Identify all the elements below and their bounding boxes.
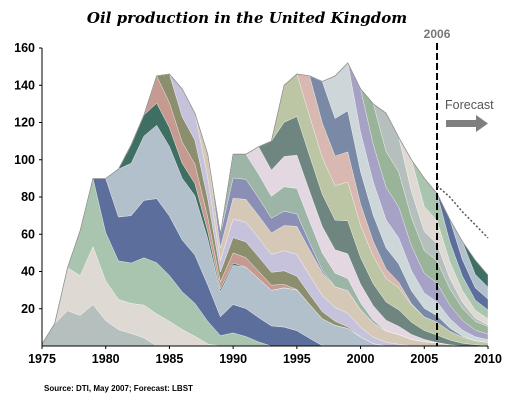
field-layer-1 (41, 304, 488, 346)
x-tick-label: 1975 (28, 352, 56, 366)
x-tick-label: 1985 (156, 352, 184, 366)
total-production-outline (41, 62, 489, 345)
x-axis-ticks: 1975 1980 1985 1990 1995 2000 2005 2010 (28, 346, 502, 366)
y-tick-label: 80 (21, 190, 35, 204)
x-tick-label: 2005 (410, 352, 438, 366)
y-tick-label: 160 (14, 41, 35, 55)
forecast-arrow-icon (446, 115, 488, 132)
y-tick-label: 20 (21, 302, 35, 316)
x-tick-label: 1980 (92, 352, 120, 366)
forecast-label: Forecast (445, 98, 494, 112)
chart-title: Oil production in the United Kingdom (87, 9, 407, 27)
source-note: Source: DTI, May 2007; Forecast: LBST (44, 384, 193, 393)
y-tick-label: 120 (14, 116, 35, 130)
x-tick-label: 2000 (347, 352, 375, 366)
x-tick-label: 2010 (474, 352, 502, 366)
stacked-area-layers (41, 62, 489, 346)
y-tick-label: 60 (21, 227, 35, 241)
x-tick-label: 1995 (283, 352, 311, 366)
x-tick-label: 1990 (219, 352, 247, 366)
y-tick-label: 140 (14, 78, 35, 92)
y-tick-label: 100 (14, 153, 35, 167)
forecast-dotted-line (436, 185, 489, 239)
y-axis-ticks: 20 40 60 80 100 120 140 160 (14, 41, 42, 316)
year-2006-marker-label: 2006 (424, 27, 451, 41)
y-tick-label: 40 (21, 265, 35, 279)
